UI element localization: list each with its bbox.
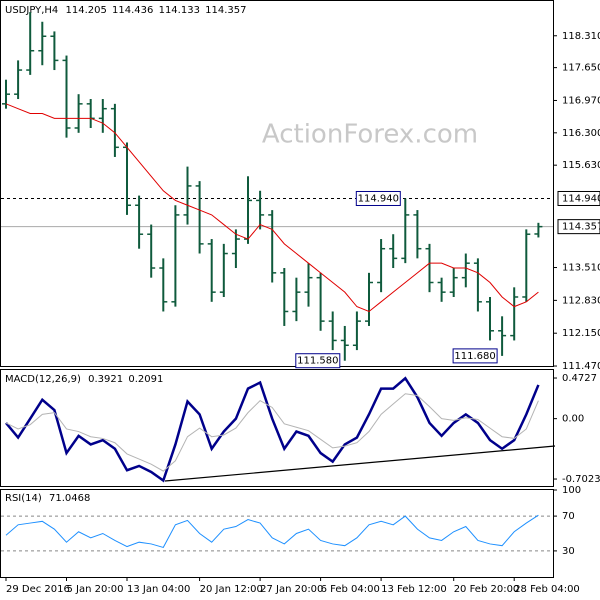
rsi-value: 71.0468 [49,493,90,504]
y-tick-label: 70 [562,511,575,522]
macd-panel [0,369,554,487]
trend-line [164,445,556,482]
high-value: 114.436 [112,5,153,16]
y-tick-label: 112.150 [562,328,600,339]
level-label-box [557,190,600,206]
annotation-box [452,348,498,364]
y-tick-label: -0.7023 [562,474,600,485]
x-tick-label: 20 Feb 20:00 [454,584,520,595]
rsi-title: RSI(14) [5,493,42,504]
rsi-panel [0,489,554,578]
price-header: USDJPY,H4 114.205 114.436 114.133 114.35… [5,5,246,16]
annotation-label: 111.680 [454,351,495,362]
x-tick-label: 29 Dec 2016 [6,584,70,595]
series-line [5,103,539,313]
x-tick-label: 5 Jan 20:00 [67,584,124,595]
level-label: 114.940 [562,193,600,204]
annotation-label: 111.580 [297,356,338,367]
y-tick-label: 117.650 [562,63,600,74]
x-tick-label: 13 Jan 04:00 [127,584,190,595]
y-tick-label: 116.300 [562,128,600,139]
level-label: 114.357 [562,222,600,233]
y-tick-label: 112.830 [562,295,600,306]
y-tick-label: 0.4727 [562,373,597,384]
annotation-box [295,353,341,369]
y-tick-label: 0.00 [562,414,584,425]
y-tick-label: 111.470 [562,361,600,372]
y-tick-label: 115.630 [562,160,600,171]
y-tick-label: 118.310 [562,31,600,42]
macd-title: MACD(12,26,9) [5,374,81,385]
x-tick-label: 27 Jan 20:00 [260,584,323,595]
y-tick-label: 113.510 [562,263,600,274]
x-tick-label: 28 Feb 04:00 [514,584,580,595]
y-tick-label: 30 [562,546,575,557]
series-line [5,393,539,472]
series-line [5,376,540,483]
close-value: 114.357 [205,5,246,16]
macd-header: MACD(12,26,9) 0.3921 0.2091 [5,374,163,385]
y-tick-label: 116.970 [562,95,600,106]
y-tick-label: 100 [562,485,581,496]
watermark: ActionForex.com [262,120,478,150]
signal-value: 0.2091 [128,374,163,385]
x-tick-label: 6 Feb 04:00 [321,584,380,595]
level-label-box [557,219,600,235]
price-panel [0,0,554,367]
annotation-label: 114.940 [358,193,399,204]
x-tick-label: 13 Feb 12:00 [381,584,447,595]
symbol: USDJPY,H4 [5,5,58,16]
rsi-header: RSI(14) 71.0468 [5,493,90,504]
series-line [5,514,539,549]
open-value: 114.205 [65,5,106,16]
x-tick-label: 20 Jan 12:00 [200,584,263,595]
macd-value: 0.3921 [88,374,123,385]
annotation-box [355,190,401,206]
low-value: 114.133 [159,5,200,16]
